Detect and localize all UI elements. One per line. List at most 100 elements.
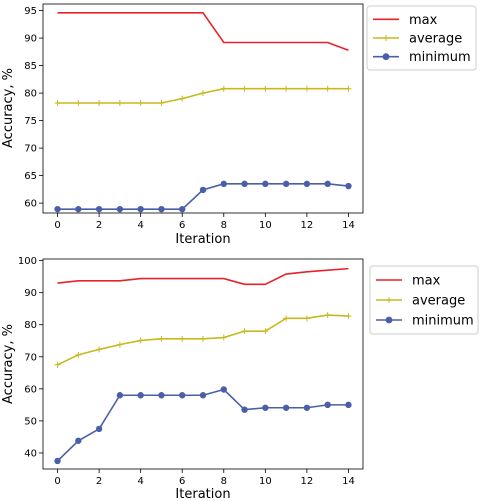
data-point-minimum — [199, 392, 207, 399]
data-point-average — [220, 85, 227, 92]
y-tick-label: 70 — [24, 144, 37, 155]
data-point-average — [241, 328, 248, 335]
data-point-average — [200, 335, 206, 342]
data-point-average — [200, 90, 206, 97]
y-tick-label: 60 — [24, 384, 37, 395]
data-point-average — [324, 312, 331, 319]
data-point-minimum — [220, 386, 227, 393]
y-tick-label: 95 — [24, 6, 37, 17]
series-average — [54, 85, 352, 106]
legend-box — [369, 265, 479, 335]
y-tick-label: 40 — [24, 448, 37, 459]
data-point-minimum — [75, 437, 82, 444]
data-point-average — [116, 100, 123, 106]
y-tick-label: 75 — [24, 116, 37, 127]
data-point-average — [283, 315, 290, 322]
data-point-average — [137, 337, 144, 344]
x-tick-label: 8 — [221, 476, 227, 487]
data-point-minimum — [282, 180, 290, 188]
x-tick-label: 4 — [137, 220, 143, 231]
data-point-minimum — [345, 182, 352, 190]
legend: max average minimum — [366, 5, 477, 71]
legend: max average minimum — [369, 265, 479, 335]
series-line-max — [57, 12, 349, 51]
data-point-minimum — [95, 205, 103, 213]
data-point-average — [345, 85, 352, 92]
data-point-minimum — [303, 180, 311, 188]
data-point-minimum — [116, 392, 124, 399]
data-point-minimum — [158, 205, 165, 213]
x-tick-label: 12 — [301, 220, 314, 231]
legend-label-minimum: minimum — [412, 314, 474, 329]
legend-marker-average — [386, 297, 392, 303]
x-axis-label: Iteration — [175, 232, 230, 247]
y-tick-label: 90 — [24, 34, 37, 45]
x-tick-label: 4 — [137, 476, 143, 487]
data-point-minimum — [54, 457, 61, 465]
y-tick-label: 85 — [24, 61, 37, 72]
plot-frame — [42, 3, 364, 214]
y-tick-label: 65 — [24, 171, 37, 182]
y-tick-label: 100 — [18, 256, 37, 267]
legend-label-minimum: minimum — [409, 50, 471, 65]
data-point-average — [262, 328, 269, 335]
chart-panel-2: 0 2 4 6 8 10 12 14 40 50 60 70 80 90 100 Iteration Accur… — [1, 256, 479, 501]
y-tick-label: 80 — [24, 89, 37, 100]
plot-frame — [42, 258, 364, 470]
legend-marker-average — [383, 35, 389, 41]
y-axis-label: Accuracy, % — [1, 68, 16, 148]
data-point-average — [158, 100, 165, 106]
data-point-minimum — [75, 205, 82, 213]
data-point-minimum — [116, 205, 124, 213]
data-point-average — [96, 346, 103, 353]
data-point-minimum — [262, 404, 269, 411]
y-tick-label: 90 — [24, 288, 37, 299]
x-tick-label: 6 — [179, 476, 185, 487]
x-tick-label: 14 — [342, 476, 355, 487]
x-tick-label: 2 — [96, 476, 102, 487]
data-point-average — [137, 100, 144, 106]
data-point-average — [303, 85, 310, 92]
data-point-average — [75, 351, 82, 358]
series-minimum — [54, 386, 352, 465]
x-tick-label: 8 — [221, 220, 227, 231]
data-point-average — [324, 85, 331, 92]
data-point-minimum — [303, 404, 311, 411]
series-line-minimum — [56, 388, 349, 462]
data-point-minimum — [324, 180, 331, 188]
data-point-minimum — [262, 180, 269, 188]
y-tick-label: 70 — [24, 352, 37, 363]
data-point-minimum — [345, 401, 352, 409]
data-point-minimum — [179, 205, 186, 213]
data-point-average — [283, 85, 290, 92]
x-tick-label: 6 — [179, 220, 185, 231]
data-point-minimum — [199, 186, 207, 194]
x-tick-label: 2 — [96, 220, 102, 231]
data-point-average — [96, 100, 103, 106]
legend-marker-minimum — [385, 316, 393, 324]
data-point-average — [241, 85, 248, 92]
legend-label-max: max — [409, 13, 438, 28]
data-point-average — [116, 341, 123, 348]
x-tick-label: 12 — [301, 476, 314, 487]
data-point-average — [158, 335, 165, 342]
data-point-average — [54, 100, 61, 106]
data-point-average — [179, 335, 186, 342]
series-line-max — [57, 267, 349, 286]
legend-box — [366, 5, 477, 71]
y-tick-label: 60 — [24, 199, 37, 210]
x-tick-label: 10 — [259, 476, 272, 487]
series-average — [54, 312, 352, 368]
y-axis-label: Accuracy, % — [1, 324, 16, 404]
chart-panel-1: 0 2 4 6 8 10 12 14 60 65 70 75 80 85 90 95 Iteration Accu… — [1, 3, 477, 247]
data-point-minimum — [158, 392, 165, 399]
data-point-average — [75, 100, 82, 106]
data-point-minimum — [241, 406, 248, 413]
data-point-average — [262, 85, 269, 92]
legend-label-max: max — [412, 274, 441, 289]
data-point-minimum — [137, 205, 144, 213]
legend-label-average: average — [409, 32, 462, 47]
legend-label-average: average — [412, 294, 465, 309]
x-tick-label: 0 — [54, 220, 60, 231]
